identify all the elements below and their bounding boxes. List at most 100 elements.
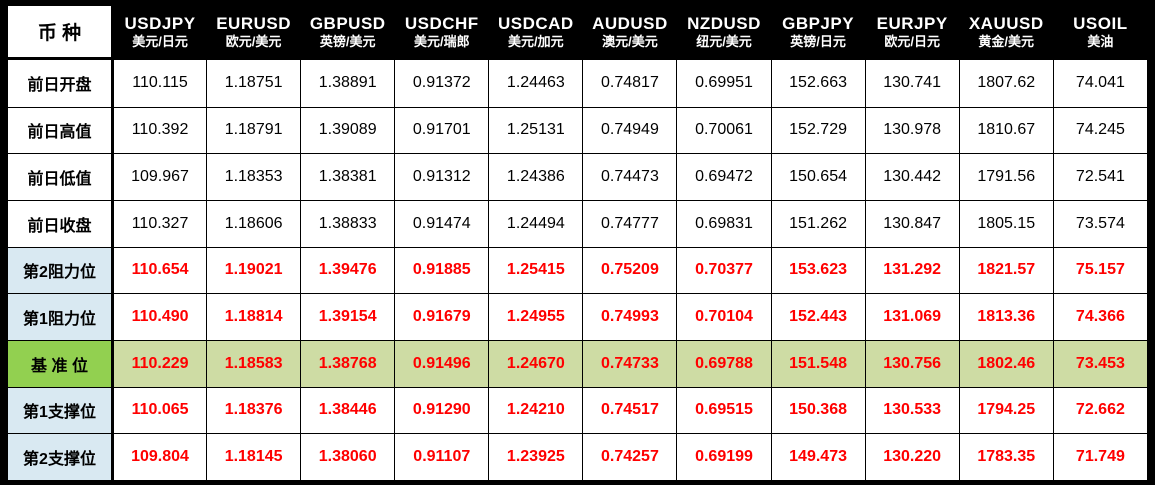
pair-name-cn: 美油 <box>1087 34 1114 49</box>
value-cell: 1.18376 <box>206 386 302 435</box>
value-cell: 0.91312 <box>394 153 490 201</box>
pair-symbol: USDCAD <box>497 13 574 33</box>
pair-name-cn: 美元/瑞郎 <box>413 34 470 49</box>
row-label: 基 准 位 <box>7 339 114 388</box>
pair-symbol: GBPJPY <box>782 13 855 33</box>
pair-symbol: AUDUSD <box>592 13 668 33</box>
value-cell: 0.91679 <box>394 293 490 341</box>
header-row: 币 种 USDJPY 美元/日元 EURUSD 欧元/美元 GBPUSD 英镑/美元 USD… <box>7 5 1149 60</box>
value-cell: 1.24386 <box>488 153 584 201</box>
value-cell: 71.749 <box>1052 433 1149 481</box>
value-cell: 0.74993 <box>582 293 678 341</box>
pair-symbol: USDCHF <box>404 13 479 33</box>
value-cell: 0.75209 <box>582 246 678 295</box>
value-cell: 130.220 <box>864 433 960 481</box>
table-body: 前日开盘 110.115 1.18751 1.38891 0.91372 1.24463 0… <box>7 58 1149 481</box>
value-cell: 74.041 <box>1052 58 1149 108</box>
value-cell: 109.967 <box>111 153 208 201</box>
table-row-pivot: 基 准 位 110.229 1.18583 1.38768 0.91496 1.24670… <box>7 339 1149 388</box>
value-cell: 152.443 <box>770 293 866 341</box>
pair-symbol: EURJPY <box>876 13 948 33</box>
row-label: 前日开盘 <box>7 58 114 108</box>
value-cell: 130.741 <box>864 58 960 108</box>
table-row-ohlc: 前日开盘 110.115 1.18751 1.38891 0.91372 1.24463 0… <box>7 58 1149 108</box>
value-cell: 72.541 <box>1052 153 1149 201</box>
value-cell: 0.69515 <box>676 386 772 435</box>
column-header-usdcad: USDCAD 美元/加元 <box>488 5 584 60</box>
value-cell: 1794.25 <box>958 386 1054 435</box>
value-cell: 74.245 <box>1052 106 1149 155</box>
value-cell: 0.91701 <box>394 106 490 155</box>
value-cell: 1791.56 <box>958 153 1054 201</box>
value-cell: 1.18353 <box>206 153 302 201</box>
table-header: 币 种 USDJPY 美元/日元 EURUSD 欧元/美元 GBPUSD 英镑/美元 USD… <box>7 5 1149 60</box>
value-cell: 1805.15 <box>958 199 1054 248</box>
value-cell: 1.39154 <box>300 293 396 341</box>
value-cell: 1.39476 <box>300 246 396 295</box>
row-label: 前日低值 <box>7 153 114 201</box>
value-cell: 131.069 <box>864 293 960 341</box>
value-cell: 1.18583 <box>206 339 302 388</box>
pair-symbol: NZDUSD <box>687 13 761 33</box>
row-label: 前日高值 <box>7 106 114 155</box>
value-cell: 1.24210 <box>488 386 584 435</box>
value-cell: 0.74733 <box>582 339 678 388</box>
value-cell: 74.366 <box>1052 293 1149 341</box>
value-cell: 1.38381 <box>300 153 396 201</box>
column-header-eurusd: EURUSD 欧元/美元 <box>206 5 302 60</box>
value-cell: 110.115 <box>111 58 208 108</box>
value-cell: 151.548 <box>770 339 866 388</box>
value-cell: 110.327 <box>111 199 208 248</box>
row-label: 第2阻力位 <box>7 246 114 295</box>
table-row-resistance: 第1阻力位 110.490 1.18814 1.39154 0.91679 1.24955… <box>7 293 1149 341</box>
pair-symbol: USOIL <box>1073 13 1128 33</box>
value-cell: 0.91372 <box>394 58 490 108</box>
value-cell: 75.157 <box>1052 246 1149 295</box>
row-label: 第1支撑位 <box>7 386 114 435</box>
value-cell: 1.38891 <box>300 58 396 108</box>
value-cell: 0.69199 <box>676 433 772 481</box>
pair-name-cn: 澳元/美元 <box>602 34 658 49</box>
value-cell: 152.729 <box>770 106 866 155</box>
pair-name-cn: 欧元/美元 <box>225 34 282 49</box>
pair-symbol: XAUUSD <box>968 13 1044 33</box>
value-cell: 1.18791 <box>206 106 302 155</box>
value-cell: 110.229 <box>111 339 208 388</box>
value-cell: 110.065 <box>111 386 208 435</box>
value-cell: 0.91496 <box>394 339 490 388</box>
value-cell: 0.69472 <box>676 153 772 201</box>
value-cell: 0.91474 <box>394 199 490 248</box>
table-row-ohlc: 前日收盘 110.327 1.18606 1.38833 0.91474 1.24494 0… <box>7 199 1149 248</box>
table-row-resistance: 第2阻力位 110.654 1.19021 1.39476 0.91885 1.25415… <box>7 246 1149 295</box>
column-header-eurjpy: EURJPY 欧元/日元 <box>864 5 960 60</box>
value-cell: 0.91290 <box>394 386 490 435</box>
pair-name-cn: 纽元/美元 <box>696 34 752 49</box>
value-cell: 72.662 <box>1052 386 1149 435</box>
value-cell: 1.38768 <box>300 339 396 388</box>
table-row-ohlc: 前日高值 110.392 1.18791 1.39089 0.91701 1.25131 0… <box>7 106 1149 155</box>
value-cell: 1.24670 <box>488 339 584 388</box>
currency-type-corner-header: 币 种 <box>7 5 114 60</box>
column-header-usdchf: USDCHF 美元/瑞郎 <box>394 5 490 60</box>
value-cell: 0.70377 <box>676 246 772 295</box>
pair-symbol: GBPUSD <box>309 13 386 33</box>
value-cell: 1.38446 <box>300 386 396 435</box>
value-cell: 130.756 <box>864 339 960 388</box>
value-cell: 0.70061 <box>676 106 772 155</box>
value-cell: 0.74817 <box>582 58 678 108</box>
value-cell: 1.18145 <box>206 433 302 481</box>
value-cell: 1802.46 <box>958 339 1054 388</box>
value-cell: 0.74257 <box>582 433 678 481</box>
pair-symbol: USDJPY <box>124 13 196 33</box>
value-cell: 130.847 <box>864 199 960 248</box>
value-cell: 0.70104 <box>676 293 772 341</box>
value-cell: 153.623 <box>770 246 866 295</box>
row-label: 前日收盘 <box>7 199 114 248</box>
table-row-support: 第1支撑位 110.065 1.18376 1.38446 0.91290 1.24210… <box>7 386 1149 435</box>
column-header-usdjpy: USDJPY 美元/日元 <box>111 5 208 60</box>
value-cell: 1.24955 <box>488 293 584 341</box>
value-cell: 1.18814 <box>206 293 302 341</box>
value-cell: 151.262 <box>770 199 866 248</box>
column-header-gbpjpy: GBPJPY 英镑/日元 <box>770 5 866 60</box>
